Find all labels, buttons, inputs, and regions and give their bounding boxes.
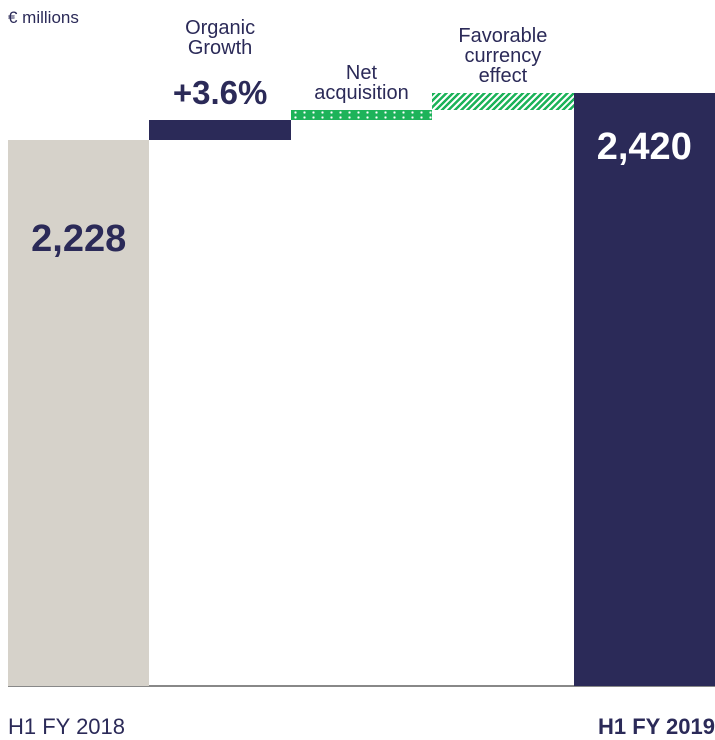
unit-label: € millions <box>8 8 79 27</box>
category-label: Favorable currency effect <box>458 25 548 87</box>
bar <box>290 110 433 121</box>
bar <box>8 140 150 686</box>
bar <box>432 93 574 111</box>
baseline <box>8 685 715 687</box>
annotation: +3.6% <box>172 74 268 112</box>
bar <box>149 120 291 141</box>
x-tick-label: H1 FY 2019 <box>597 714 715 739</box>
x-tick-label: H1 FY 2018 <box>8 714 126 739</box>
value-label: 2,420 <box>596 126 692 168</box>
category-label: Organic Growth <box>185 17 256 60</box>
category-label: Net acquisition <box>314 62 409 105</box>
bar <box>573 93 715 686</box>
value-label: 2,228 <box>31 218 127 261</box>
